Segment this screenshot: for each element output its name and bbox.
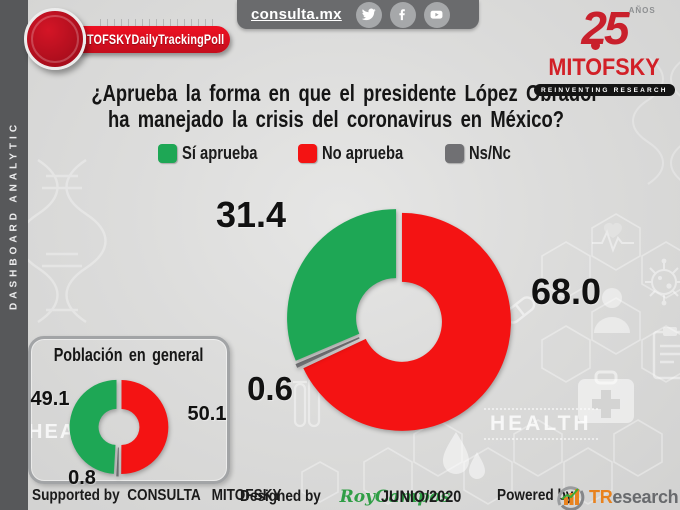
youtube-icon[interactable]	[423, 1, 450, 28]
poll-date: JUNIO/2020	[381, 487, 462, 506]
first-aid-kit-icon	[578, 370, 634, 423]
brand-esearch: esearch	[612, 486, 679, 507]
topbar: consulta.mx	[237, 0, 479, 29]
inset-value-no-aprueba: 50.1	[187, 403, 227, 425]
donut-slice-no-aprueba[interactable]	[121, 380, 169, 475]
heartbeat-icon	[592, 222, 634, 253]
poll-question: ¿Aprueba la forma en que el presidente L…	[28, 80, 644, 132]
ribbon-ticks	[100, 19, 218, 27]
inset-value-nsnc: 0.8	[68, 467, 96, 489]
badge-circle-icon	[24, 8, 86, 70]
question-line-1: ¿Aprueba la forma en que el presidente L…	[91, 80, 599, 106]
inset-donut-chart[interactable]	[68, 374, 180, 486]
value-label-nsnc: 0.6	[247, 370, 293, 407]
value-label-no-aprueba: 68.0	[530, 271, 602, 312]
facebook-icon[interactable]	[389, 1, 416, 28]
virus-icon	[645, 258, 680, 306]
legend-label: Ns/Nc	[469, 143, 511, 163]
donut-slice-no-aprueba[interactable]	[303, 212, 511, 431]
legend-swatch-gray	[445, 144, 465, 163]
clipboard-icon	[652, 327, 680, 380]
legend-swatch-green	[157, 144, 177, 163]
donut-slice-ns-nc[interactable]	[295, 337, 360, 368]
logo-brand-name: MITOFSKY	[548, 54, 660, 81]
donut-slice-ns-nc[interactable]	[116, 447, 119, 477]
site-link[interactable]: consulta.mx	[251, 6, 342, 23]
sidebar-label: DASHBOARD ANALYTIC	[8, 120, 20, 310]
main-donut-chart[interactable]	[277, 198, 521, 442]
mitofsky-logo: 25 AÑOS MITOFSKY REINVENTING RESEARCH	[534, 2, 675, 96]
donut-slice-s-aprueba[interactable]	[287, 209, 397, 361]
dna-icon	[17, 158, 107, 324]
inset-title: Población en general	[54, 345, 204, 365]
legend-item-no-aprueba[interactable]: No aprueba	[297, 143, 421, 164]
footer: Supported by CONSULTA MITOFSKY Designed …	[0, 483, 680, 510]
badge-label: #MITOFSKYDailyTrackingPoll	[68, 32, 224, 47]
tresearch-chart-icon	[557, 486, 585, 510]
logo-dot	[591, 41, 600, 50]
logo-25-years: 25 AÑOS	[534, 2, 674, 54]
tracking-poll-badge: #MITOFSKYDailyTrackingPoll	[24, 6, 236, 74]
poblacion-general-panel: Población en general	[28, 336, 230, 484]
donut-slice-s-aprueba[interactable]	[69, 379, 117, 474]
badge-bar: #MITOFSKYDailyTrackingPoll	[62, 26, 230, 53]
question-line-2: ha manejado la crisis del coronavirus en…	[107, 106, 564, 132]
supported-by-text: Supported by CONSULTA MITOFSKY	[32, 487, 282, 504]
logo-years-number: 25	[581, 2, 629, 54]
logo-years-suffix: AÑOS	[628, 6, 656, 15]
sidebar: DASHBOARD ANALYTIC	[0, 0, 28, 510]
chart-legend: Sí aprueba No aprueba Ns/Nc	[28, 143, 650, 164]
legend-label: No aprueba	[321, 143, 404, 163]
tresearch-logo: TResearch	[553, 481, 679, 510]
value-label-si-aprueba: 31.4	[215, 194, 287, 235]
legend-item-si-aprueba[interactable]: Sí aprueba	[157, 143, 274, 164]
designer-signature: RoyCampos	[339, 487, 451, 507]
legend-item-nsnc[interactable]: Ns/Nc	[445, 143, 520, 164]
twitter-icon[interactable]	[355, 1, 382, 28]
designed-by-text: Designed by RoyCampos	[240, 487, 451, 507]
legend-label: Sí aprueba	[181, 143, 258, 163]
logo-tagline: REINVENTING RESEARCH	[534, 84, 675, 96]
legend-swatch-red	[297, 144, 317, 163]
inset-value-si-aprueba: 49.1	[30, 388, 70, 410]
brand-tr: TR	[589, 486, 613, 507]
